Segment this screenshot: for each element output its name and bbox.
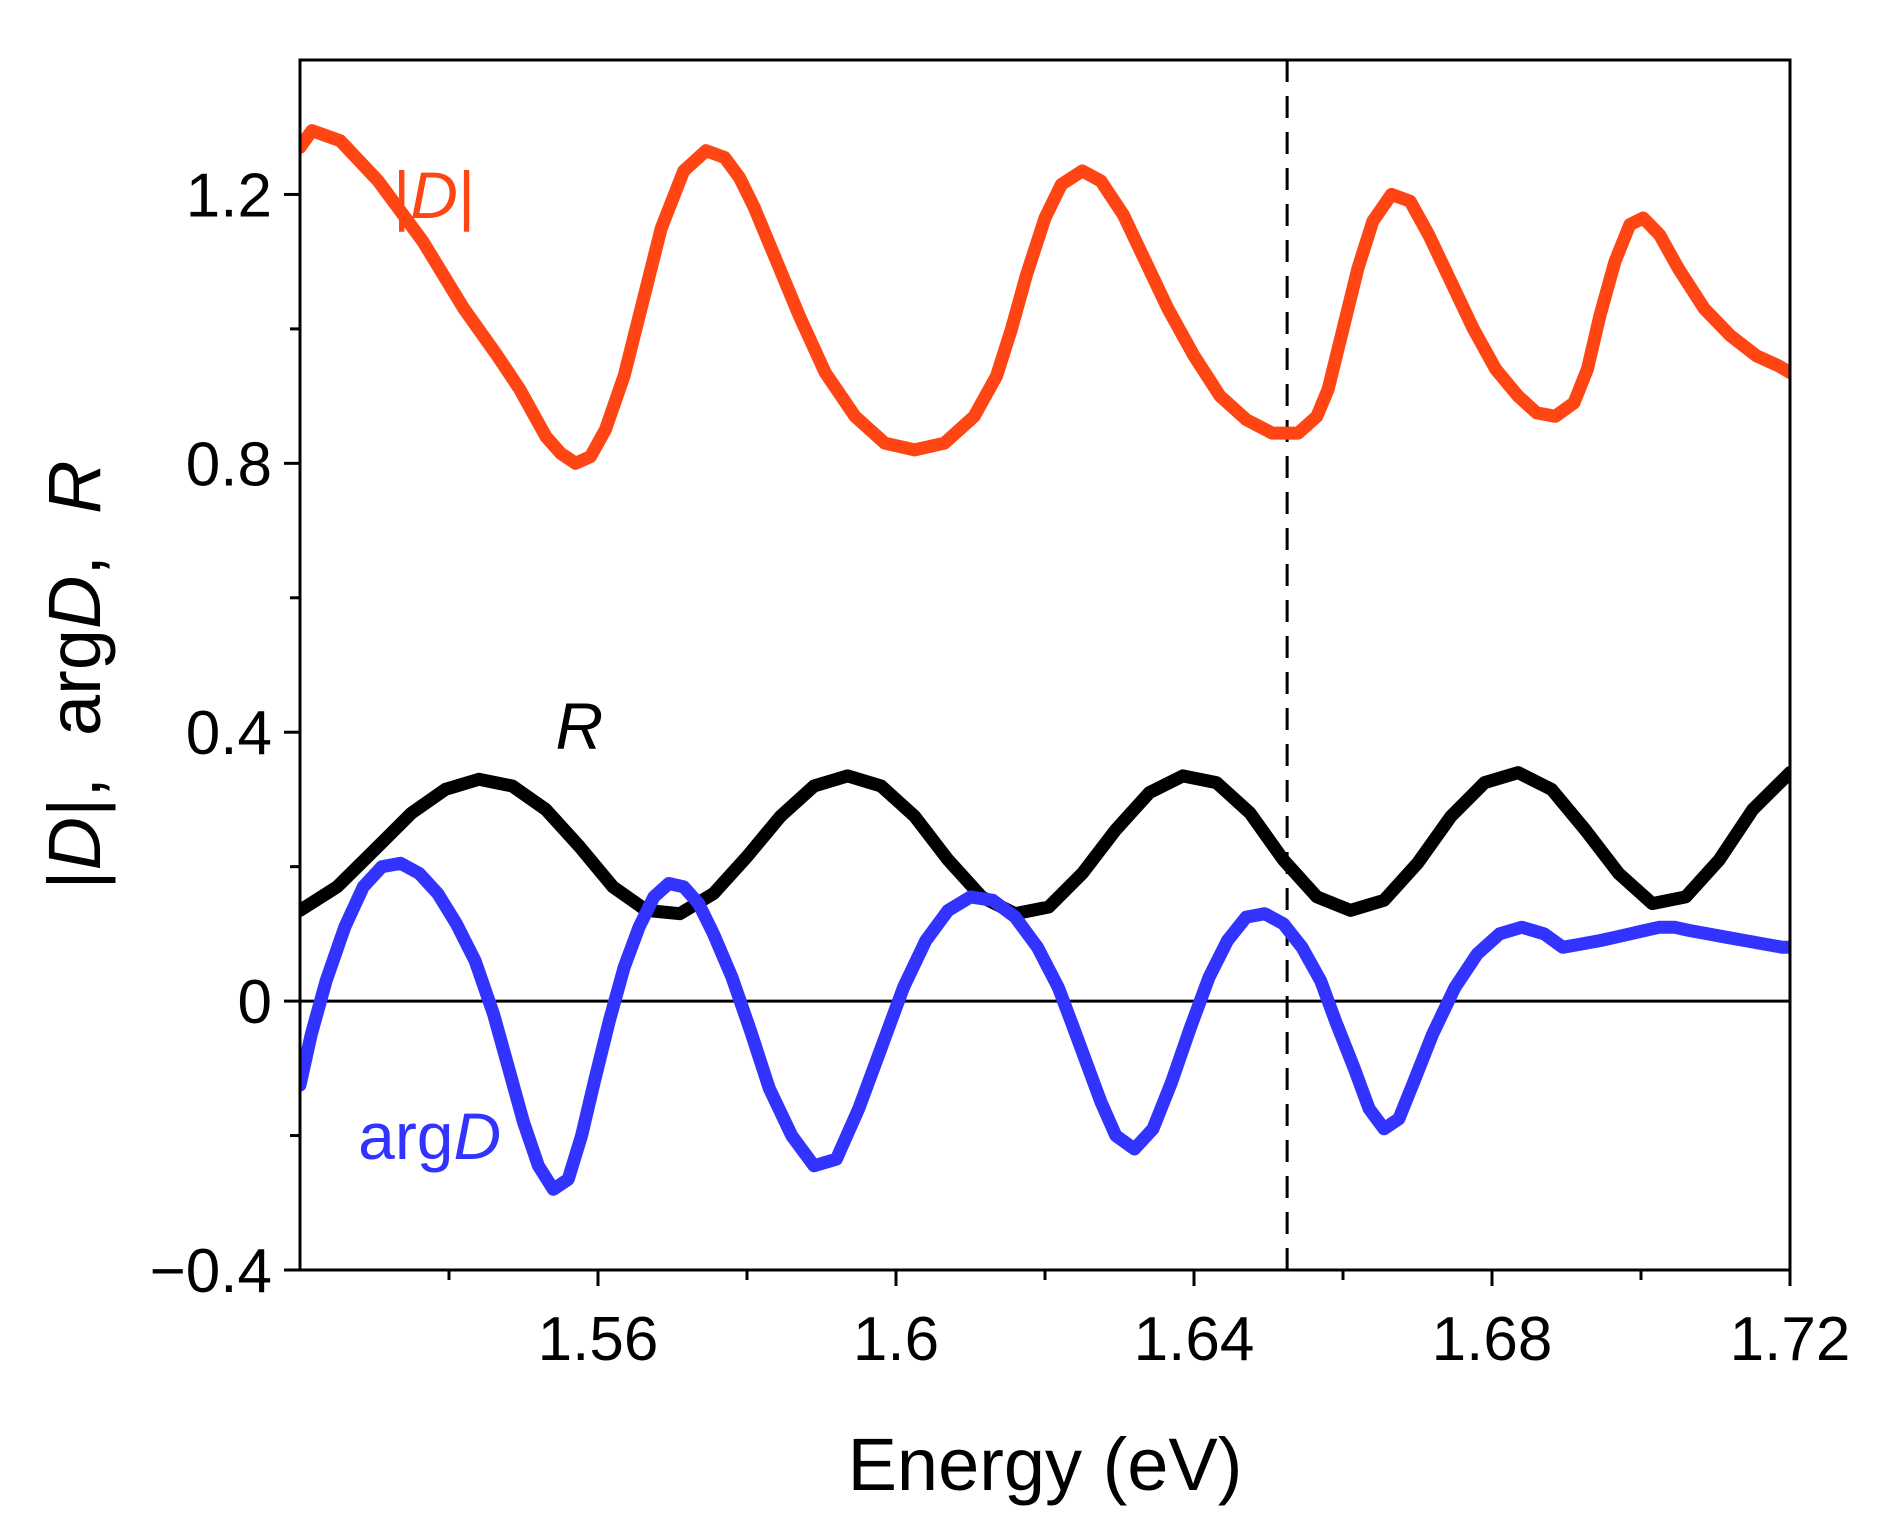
x-tick-label: 1.68 <box>1432 1305 1553 1374</box>
y-tick-label: 0.8 <box>186 430 272 499</box>
series-label-1: R <box>556 689 604 763</box>
x-tick-label: 1.72 <box>1730 1305 1851 1374</box>
plot-frame <box>298 58 1792 1272</box>
series-label-2: argD <box>358 1099 501 1173</box>
y-tick-label: 0 <box>238 968 272 1037</box>
y-tick-label: −0.4 <box>150 1237 272 1306</box>
x-axis-title: Energy (eV) <box>848 1423 1243 1506</box>
series-label-0: |D| <box>393 158 475 232</box>
x-tick-label: 1.64 <box>1134 1305 1255 1374</box>
x-tick-label: 1.6 <box>853 1305 939 1374</box>
x-tick-label: 1.56 <box>538 1305 659 1374</box>
y-tick-label: 1.2 <box>186 161 272 230</box>
series-line-1 <box>300 766 1790 921</box>
y-tick-label: 0.4 <box>186 699 272 768</box>
series-line-2 <box>300 856 1790 1196</box>
series-line-0 <box>300 124 1790 470</box>
y-axis-title: |D|, argD, R <box>33 460 116 889</box>
